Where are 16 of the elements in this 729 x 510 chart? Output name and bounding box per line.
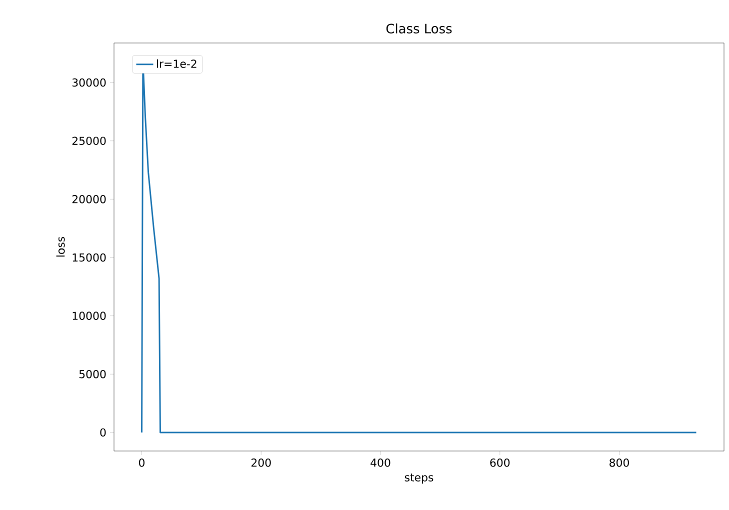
x-axis-title: steps: [404, 474, 434, 484]
chart-title: Class Loss: [386, 23, 452, 34]
x-tick-label: 0: [138, 458, 144, 467]
x-tick-label: 600: [490, 458, 510, 467]
y-tick-label: 25000: [72, 136, 106, 145]
y-tick-label: 0: [100, 428, 106, 437]
legend-label: lr=1e-2: [157, 59, 196, 68]
x-tick-label: 400: [370, 458, 390, 467]
y-tick-label: 10000: [72, 312, 106, 320]
y-axis-title: loss: [56, 236, 65, 257]
y-tick-label: 15000: [72, 253, 106, 262]
y-tick-label: 5000: [79, 370, 106, 378]
y-tick-label: 30000: [72, 78, 106, 87]
x-tick-label: 200: [251, 458, 271, 467]
y-tick-label: 20000: [72, 195, 106, 204]
x-tick-label: 800: [610, 458, 629, 467]
